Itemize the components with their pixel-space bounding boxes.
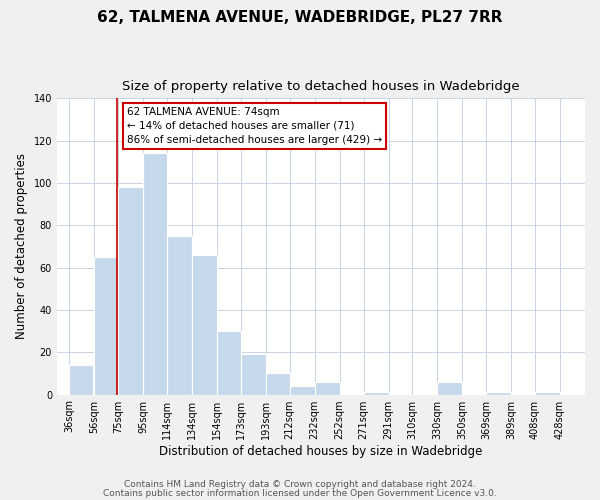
Y-axis label: Number of detached properties: Number of detached properties bbox=[15, 154, 28, 340]
Bar bbox=[315, 382, 340, 394]
Text: 62 TALMENA AVENUE: 74sqm
← 14% of detached houses are smaller (71)
86% of semi-d: 62 TALMENA AVENUE: 74sqm ← 14% of detach… bbox=[127, 107, 382, 145]
Bar bbox=[364, 392, 389, 394]
Text: Contains public sector information licensed under the Open Government Licence v3: Contains public sector information licen… bbox=[103, 490, 497, 498]
Bar bbox=[241, 354, 266, 395]
Bar bbox=[94, 257, 118, 394]
Bar bbox=[192, 255, 217, 394]
Bar bbox=[437, 382, 463, 394]
Bar bbox=[167, 236, 192, 394]
Bar bbox=[217, 331, 241, 394]
Bar bbox=[486, 392, 511, 394]
Bar bbox=[70, 365, 93, 394]
Text: Contains HM Land Registry data © Crown copyright and database right 2024.: Contains HM Land Registry data © Crown c… bbox=[124, 480, 476, 489]
Bar bbox=[535, 392, 560, 394]
Bar bbox=[118, 187, 143, 394]
Bar bbox=[290, 386, 315, 394]
Text: 62, TALMENA AVENUE, WADEBRIDGE, PL27 7RR: 62, TALMENA AVENUE, WADEBRIDGE, PL27 7RR bbox=[97, 10, 503, 25]
Bar bbox=[143, 154, 167, 394]
X-axis label: Distribution of detached houses by size in Wadebridge: Distribution of detached houses by size … bbox=[159, 444, 482, 458]
Bar bbox=[266, 374, 290, 394]
Title: Size of property relative to detached houses in Wadebridge: Size of property relative to detached ho… bbox=[122, 80, 520, 93]
